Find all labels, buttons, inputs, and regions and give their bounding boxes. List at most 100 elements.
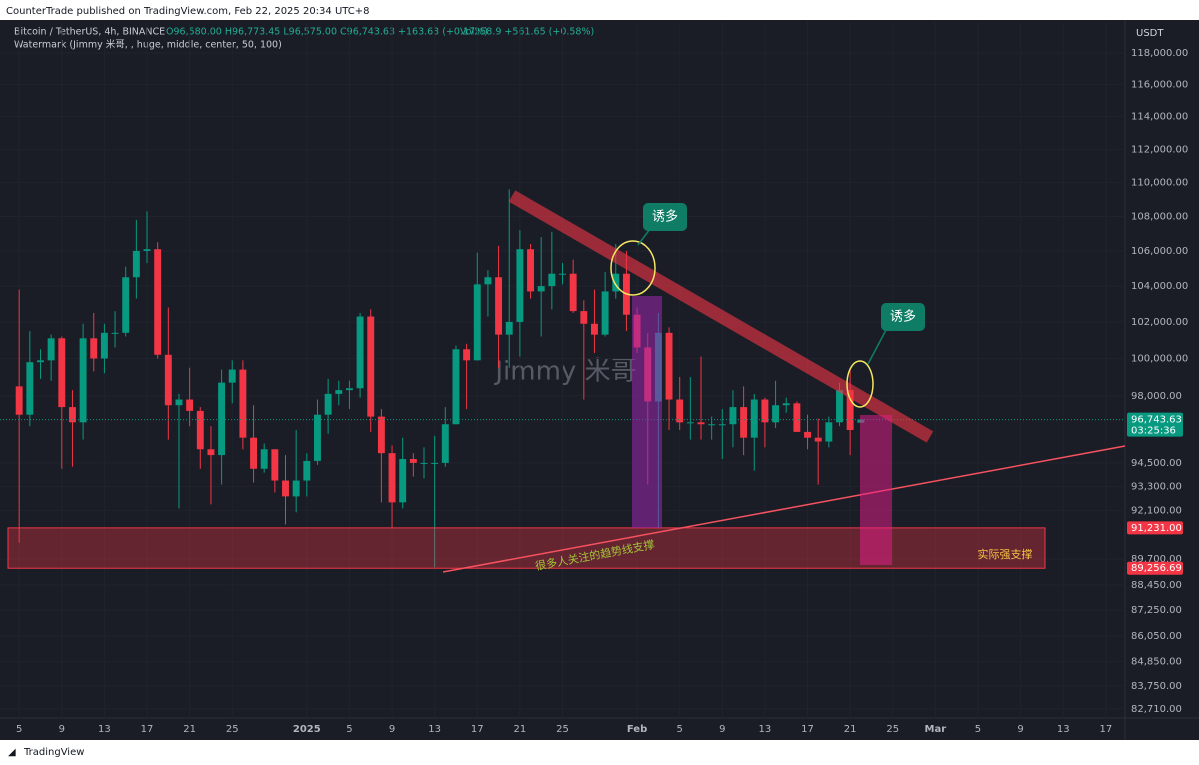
candle-body	[601, 291, 609, 335]
price-tag-label: 91,231.00	[1131, 523, 1182, 534]
candle-body	[718, 424, 726, 426]
x-tick-label: Feb	[627, 724, 647, 735]
trendline	[442, 445, 1126, 573]
candle-body	[836, 390, 843, 423]
x-tick-label: 5	[677, 724, 683, 735]
candle-body	[175, 399, 183, 406]
candle-body	[825, 422, 833, 442]
candle-body	[793, 403, 801, 432]
candle-body	[452, 349, 460, 425]
x-tick-label: 21	[183, 724, 196, 735]
y-tick-label: 112,000.00	[1131, 144, 1188, 155]
candle-body	[473, 284, 481, 361]
x-tick-label: 21	[844, 724, 857, 735]
x-tick-label: 5	[346, 724, 352, 735]
x-tick-label: 9	[389, 724, 395, 735]
candle-body	[122, 277, 130, 333]
candle-body	[292, 480, 300, 497]
x-tick-label: 9	[59, 724, 65, 735]
y-tick-label: 94,500.00	[1131, 458, 1182, 469]
y-tick-label: 98,000.00	[1131, 391, 1182, 402]
candle-body	[218, 382, 226, 456]
x-tick-label: 21	[514, 724, 527, 735]
candle-body	[111, 332, 119, 334]
y-tick-label: 102,000.00	[1131, 317, 1188, 328]
candle-body	[367, 316, 375, 417]
candle-body	[782, 403, 790, 406]
candle-body	[708, 424, 716, 426]
callout-tail	[637, 228, 651, 246]
footer-logo: ◢	[8, 747, 16, 758]
candle-body	[740, 407, 748, 438]
y-tick-label: 106,000.00	[1131, 246, 1188, 257]
x-tick-label: 2025	[293, 724, 321, 735]
candle-body	[441, 424, 449, 463]
y-tick-label: 110,000.00	[1131, 178, 1188, 189]
candle-body	[527, 249, 535, 292]
y-tick-label: 88,450.00	[1131, 580, 1182, 591]
price-tag	[1127, 561, 1183, 575]
candle-body	[580, 311, 588, 324]
candle-body	[271, 449, 279, 481]
chart-bg	[0, 20, 1199, 740]
candle-body	[228, 369, 236, 383]
y-tick-label: 114,000.00	[1131, 112, 1188, 123]
candle-body	[37, 360, 44, 363]
x-tick-label: 17	[141, 724, 154, 735]
candle-body	[314, 414, 321, 461]
countdown: 03:25:36	[1131, 426, 1176, 437]
callout-tail	[867, 329, 887, 365]
x-tick-label: 13	[98, 724, 111, 735]
highlight-circle	[610, 240, 656, 296]
candle-body	[282, 480, 289, 497]
candle-body	[420, 462, 428, 464]
candle-body	[90, 338, 98, 359]
candle-body	[154, 249, 162, 355]
candle-body	[79, 338, 87, 423]
candle-body	[58, 338, 66, 408]
y-tick-label: 92,100.00	[1131, 505, 1182, 516]
symbol: Bitcoin / TetherUS, 4h, BINANCE	[14, 27, 165, 38]
candle-body	[612, 273, 620, 292]
y-tick-label: 93,300.00	[1131, 481, 1182, 492]
x-tick-label: 17	[1099, 724, 1112, 735]
watermark: Jimmy 米哥	[493, 357, 636, 387]
currency: USDT	[1136, 28, 1164, 39]
x-tick-label: 17	[801, 724, 814, 735]
candle-body	[345, 388, 353, 391]
candle-body	[697, 422, 705, 425]
candle-body	[143, 249, 151, 251]
callout	[643, 203, 687, 231]
candle-body	[68, 407, 76, 423]
y-tick-label: 100,000.00	[1131, 353, 1188, 364]
candle-body	[431, 462, 439, 464]
price-tag	[1127, 521, 1183, 535]
x-tick-label: Mar	[925, 724, 947, 735]
candle-body	[686, 422, 694, 424]
candle-body	[399, 458, 407, 503]
y-tick-label: 89,700.00	[1131, 554, 1182, 565]
candle-body	[303, 460, 311, 481]
candle-body	[164, 354, 172, 406]
candle-body	[665, 332, 673, 400]
x-tick-label: 13	[759, 724, 772, 735]
candle-body	[729, 407, 737, 425]
x-tick-label: 13	[428, 724, 441, 735]
candle-body	[356, 316, 364, 389]
candle-body	[196, 410, 204, 450]
candle-body	[324, 393, 332, 415]
y-tick-label: 82,710.00	[1131, 704, 1182, 715]
candle-body	[846, 390, 854, 430]
candle-body	[537, 286, 545, 292]
candle-body	[335, 390, 343, 394]
candle-body	[676, 399, 684, 423]
candle-body	[516, 249, 524, 322]
x-tick-label: 25	[886, 724, 899, 735]
candle-body	[409, 458, 417, 463]
y-tick-label: 83,750.00	[1131, 681, 1182, 692]
price-tag-label: 89,256.69	[1131, 563, 1182, 574]
y-tick-label: 84,850.00	[1131, 657, 1182, 668]
x-tick-label: 25	[226, 724, 239, 735]
price-tag-label: 96,743.63	[1131, 415, 1182, 426]
candle-body	[750, 399, 758, 438]
